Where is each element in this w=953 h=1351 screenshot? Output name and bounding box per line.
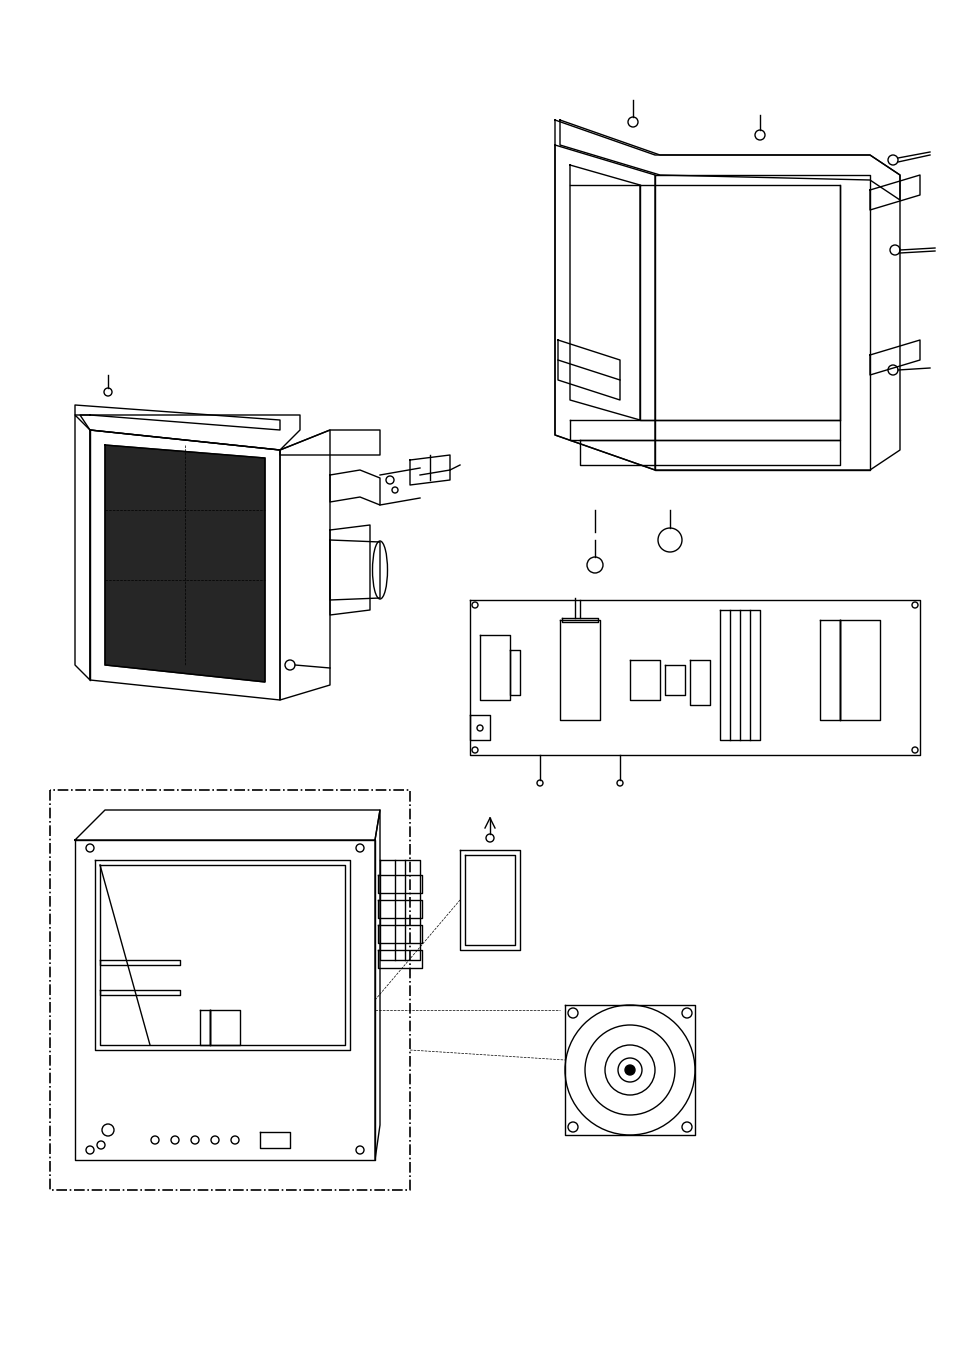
Circle shape — [624, 1065, 635, 1075]
Polygon shape — [105, 444, 265, 682]
